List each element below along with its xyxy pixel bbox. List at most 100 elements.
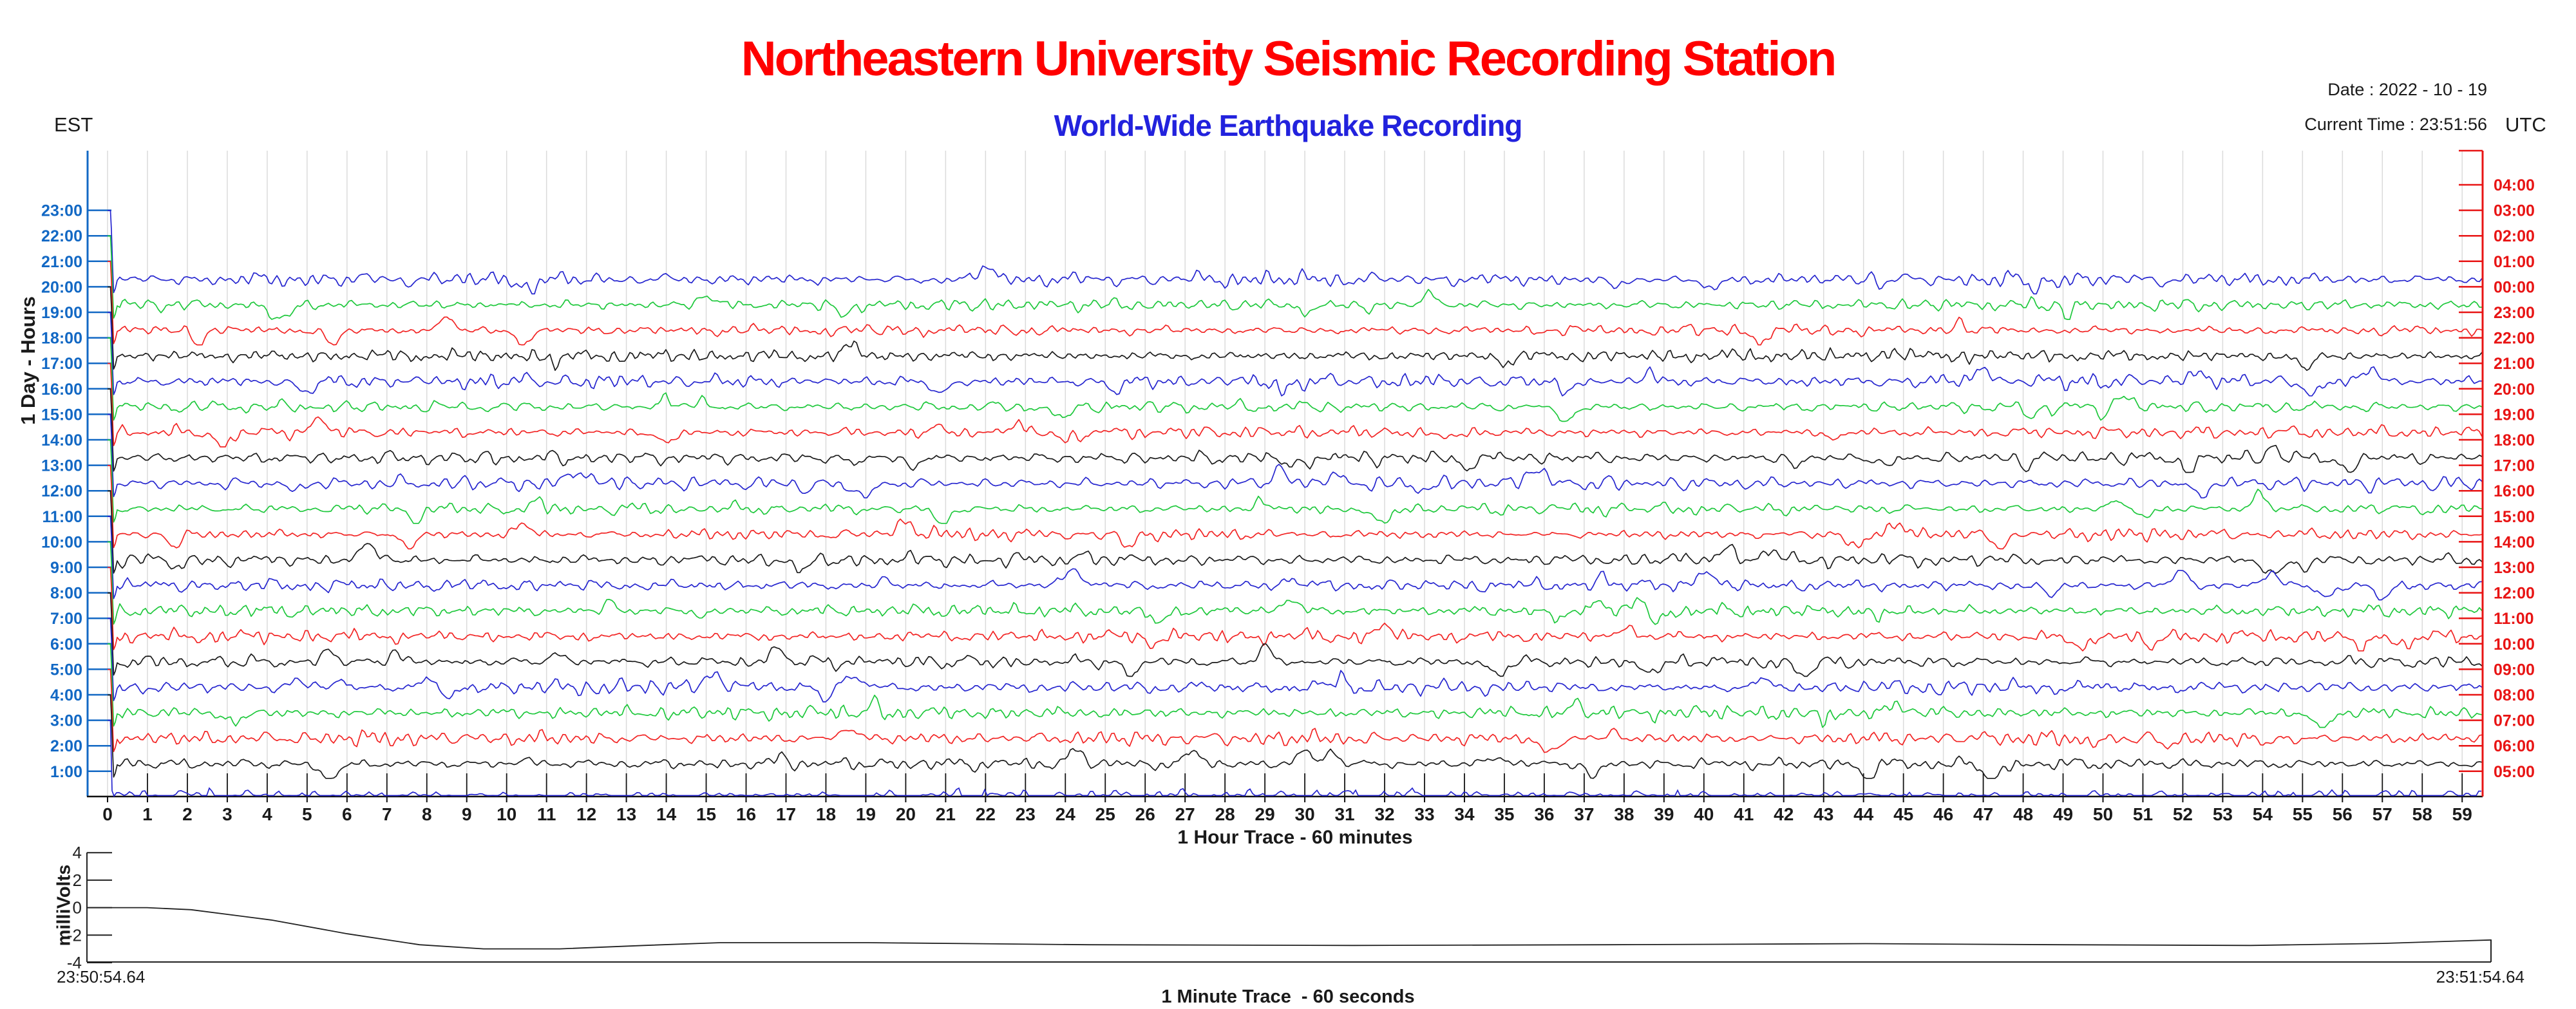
current-hour-trace — [108, 719, 2482, 798]
hour-trace-row — [108, 261, 2483, 346]
utc-hour-label: 20:00 — [2494, 381, 2535, 399]
utc-hour-label: 09:00 — [2494, 661, 2535, 679]
est-hour-label: 1:00 — [50, 763, 82, 781]
utc-hour-label: 04:00 — [2494, 176, 2535, 194]
minute-tick-label: 26 — [1135, 804, 1155, 824]
minute-tick-label: 37 — [1574, 804, 1594, 824]
millivolt-tick-label: -4 — [67, 953, 82, 972]
minute-tick-label: 14 — [656, 804, 677, 824]
est-hour-label: 14:00 — [41, 431, 82, 449]
minute-tick-label: 54 — [2253, 804, 2273, 824]
minute-tick-label: 58 — [2412, 804, 2432, 824]
minute-tick-label: 0 — [102, 804, 113, 824]
utc-hour-label: 13:00 — [2494, 559, 2535, 577]
hour-trace-row — [108, 363, 2483, 448]
date-readout: Date : 2022 - 10 - 19 — [2327, 80, 2487, 99]
page-subtitle: World-Wide Earthquake Recording — [1054, 109, 1523, 142]
hour-trace-row — [108, 567, 2483, 652]
hour-trace-row — [108, 643, 2483, 728]
minute-tick-label: 7 — [382, 804, 392, 824]
page-title: Northeastern University Seismic Recordin… — [741, 32, 1837, 86]
minute-tick-label: 25 — [1095, 804, 1115, 824]
minute-trace-end-timestamp: 23:51:54.64 — [2436, 967, 2524, 986]
minute-tick-label: 32 — [1374, 804, 1394, 824]
minute-tick-label: 59 — [2452, 804, 2472, 824]
hour-trace-row — [108, 694, 2483, 779]
seismic-traces — [108, 210, 2483, 798]
minute-tick-label: 34 — [1454, 804, 1475, 824]
minute-tick-label: 36 — [1534, 804, 1554, 824]
est-hour-label: 21:00 — [41, 253, 82, 271]
minute-trace-start-timestamp: 23:50:54.64 — [57, 967, 146, 986]
utc-hour-label: 12:00 — [2494, 585, 2535, 603]
est-hour-label: 22:00 — [41, 227, 82, 245]
utc-axis: 04:00 03:00 02:00 01:00 00:00 23:00 22:00 21:00… — [2459, 149, 2535, 797]
est-hour-label: 6:00 — [50, 636, 82, 654]
hour-trace-caption: 1 Hour Trace - 60 minutes — [1177, 827, 1413, 848]
est-axis: 23:00 22:00 21:00 20:00 19:00 18:00 17:00 16:00… — [41, 151, 111, 797]
minute-tick-label: 10 — [497, 804, 516, 824]
minute-tick-label: 43 — [1814, 804, 1833, 824]
minute-tick-label: 51 — [2133, 804, 2153, 824]
est-hour-label: 19:00 — [41, 304, 82, 322]
minute-tick-label: 12 — [576, 804, 596, 824]
hour-trace-row — [108, 618, 2483, 703]
hour-trace-row — [108, 541, 2483, 625]
utc-hour-label: 03:00 — [2494, 202, 2535, 220]
minute-tick-label: 40 — [1694, 804, 1714, 824]
minute-tick-label: 31 — [1334, 804, 1354, 824]
est-hour-label: 8:00 — [50, 585, 82, 603]
minute-tick-label: 23 — [1016, 804, 1036, 824]
est-hour-label: 3:00 — [50, 712, 82, 730]
current-row-minute-marks — [147, 773, 2463, 796]
minute-tick-label: 29 — [1255, 804, 1275, 824]
est-hour-label: 5:00 — [50, 661, 82, 679]
utc-hour-label: 11:00 — [2494, 610, 2534, 628]
minute-tick-label: 39 — [1654, 804, 1674, 824]
minute-tick-label: 57 — [2372, 804, 2392, 824]
minute-tick-label: 45 — [1893, 804, 1913, 824]
utc-hour-label: 07:00 — [2494, 712, 2535, 730]
minute-tick-label: 16 — [736, 804, 756, 824]
est-hour-label: 16:00 — [41, 381, 82, 399]
minute-tick-label: 27 — [1175, 804, 1195, 824]
hour-trace-row — [108, 235, 2483, 320]
minute-tick-label: 35 — [1494, 804, 1514, 824]
utc-hour-label: 05:00 — [2494, 763, 2535, 781]
minute-tick-label: 33 — [1414, 804, 1434, 824]
utc-hour-label: 10:00 — [2494, 636, 2535, 654]
utc-hour-label: 02:00 — [2494, 227, 2535, 245]
est-hour-label: 17:00 — [41, 355, 82, 373]
current-time-readout: Current Time : 23:51:56 — [2304, 115, 2487, 134]
minute-tick-label: 5 — [302, 804, 312, 824]
est-hour-label: 2:00 — [50, 737, 82, 755]
minute-tick-label: 18 — [816, 804, 836, 824]
est-hour-label: 4:00 — [50, 686, 82, 704]
right-timezone-label: UTC — [2505, 113, 2546, 136]
minute-axis: 0 1 2 3 4 5 6 7 8 9 10 11 12 13 14 15 16 17 18 19 20 21 22 23 24… — [87, 795, 2483, 824]
minute-tick-label: 20 — [896, 804, 916, 824]
hour-trace-row — [108, 286, 2483, 372]
minute-tick-label: 52 — [2173, 804, 2193, 824]
minute-tick-label: 41 — [1734, 804, 1754, 824]
minute-tick-label: 53 — [2213, 804, 2233, 824]
est-hour-label: 9:00 — [50, 559, 82, 577]
hour-trace-row — [108, 413, 2483, 499]
hour-trace-row — [108, 465, 2483, 550]
minute-tick-label: 24 — [1056, 804, 1076, 824]
est-hour-label: 15:00 — [41, 406, 82, 424]
minute-tick-label: 19 — [856, 804, 876, 824]
hour-trace-row — [108, 210, 2483, 295]
minute-tick-label: 6 — [342, 804, 352, 824]
minute-tick-label: 22 — [976, 804, 996, 824]
minute-tick-label: 55 — [2293, 804, 2313, 824]
hour-trace-row — [108, 388, 2483, 473]
minute-tick-label: 9 — [462, 804, 472, 824]
millivolt-tick-label: 2 — [73, 871, 82, 890]
minute-tick-label: 3 — [222, 804, 232, 824]
utc-hour-label: 17:00 — [2494, 457, 2535, 475]
hour-trace-row — [108, 439, 2483, 524]
minute-trace-subplot: 4 2 0 -2 -4 — [67, 843, 2492, 972]
